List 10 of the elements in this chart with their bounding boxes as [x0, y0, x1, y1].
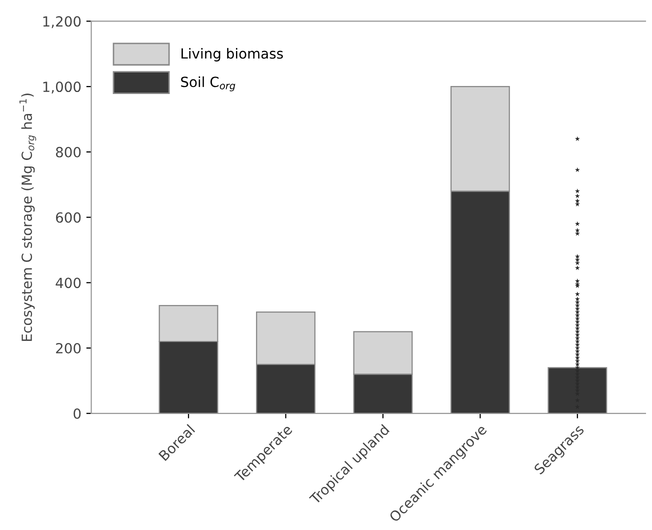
y-tick-label: 200	[56, 343, 81, 354]
y-axis-title: Ecosystem C storage (Mg C$_{org}$ ha$^{−1}$)	[19, 94, 36, 341]
y-tick-label: 800	[56, 146, 81, 158]
y-tick-label: 0	[74, 408, 81, 419]
legend-label: Soil C$_{org}$	[181, 76, 236, 92]
y-tick-label: 1,200	[43, 16, 81, 28]
legend-label: Living biomass	[182, 48, 283, 62]
y-tick-label: 1,000	[43, 82, 81, 94]
y-tick-label: 600	[56, 212, 81, 223]
y-tick-label: 400	[56, 278, 81, 288]
